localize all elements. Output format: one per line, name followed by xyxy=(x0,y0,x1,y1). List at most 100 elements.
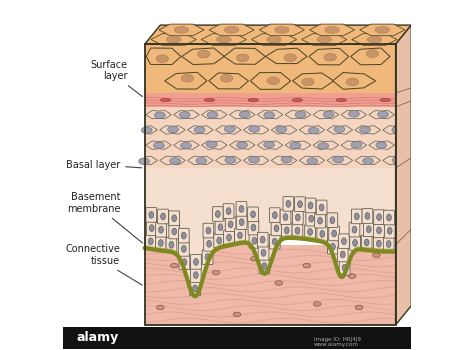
Polygon shape xyxy=(182,48,224,64)
Polygon shape xyxy=(309,48,349,65)
Ellipse shape xyxy=(156,55,168,63)
Ellipse shape xyxy=(308,202,313,209)
Ellipse shape xyxy=(366,50,379,57)
FancyBboxPatch shape xyxy=(203,223,214,238)
Polygon shape xyxy=(285,141,311,149)
Polygon shape xyxy=(292,73,334,89)
Ellipse shape xyxy=(228,221,233,228)
Ellipse shape xyxy=(367,36,382,43)
FancyBboxPatch shape xyxy=(349,222,360,237)
Ellipse shape xyxy=(275,281,283,285)
Polygon shape xyxy=(201,141,227,149)
Ellipse shape xyxy=(318,217,322,224)
Ellipse shape xyxy=(237,54,249,62)
Ellipse shape xyxy=(192,285,198,292)
Ellipse shape xyxy=(284,227,289,234)
FancyBboxPatch shape xyxy=(350,236,360,250)
Ellipse shape xyxy=(218,224,223,231)
Ellipse shape xyxy=(366,226,371,233)
FancyBboxPatch shape xyxy=(146,234,156,249)
Ellipse shape xyxy=(298,201,302,208)
Ellipse shape xyxy=(308,229,312,235)
FancyBboxPatch shape xyxy=(337,247,348,262)
Ellipse shape xyxy=(171,263,178,268)
FancyBboxPatch shape xyxy=(280,210,291,224)
FancyBboxPatch shape xyxy=(236,202,247,216)
Text: www.alamy.com: www.alamy.com xyxy=(314,342,358,347)
Ellipse shape xyxy=(217,237,222,244)
Ellipse shape xyxy=(320,231,325,237)
Ellipse shape xyxy=(364,239,369,246)
Polygon shape xyxy=(201,111,227,119)
Polygon shape xyxy=(341,141,366,149)
FancyBboxPatch shape xyxy=(339,260,350,275)
Polygon shape xyxy=(396,25,411,325)
Ellipse shape xyxy=(302,78,314,86)
Ellipse shape xyxy=(276,126,287,133)
Polygon shape xyxy=(146,48,181,64)
FancyBboxPatch shape xyxy=(248,220,259,235)
Polygon shape xyxy=(145,245,396,325)
Ellipse shape xyxy=(204,98,215,101)
Polygon shape xyxy=(257,111,283,119)
Ellipse shape xyxy=(264,112,274,118)
Polygon shape xyxy=(250,72,291,89)
Polygon shape xyxy=(159,24,204,36)
FancyBboxPatch shape xyxy=(305,225,316,239)
Polygon shape xyxy=(299,156,325,164)
Ellipse shape xyxy=(237,142,247,148)
Ellipse shape xyxy=(264,141,274,148)
Ellipse shape xyxy=(286,201,291,207)
Polygon shape xyxy=(164,72,207,89)
Ellipse shape xyxy=(156,305,164,310)
Text: Surface
layer: Surface layer xyxy=(90,60,142,97)
Ellipse shape xyxy=(249,156,259,163)
Ellipse shape xyxy=(341,238,346,245)
Ellipse shape xyxy=(319,204,324,211)
FancyBboxPatch shape xyxy=(269,208,280,223)
Text: Basal layer: Basal layer xyxy=(66,160,142,169)
Polygon shape xyxy=(188,156,213,164)
Ellipse shape xyxy=(380,98,391,101)
Ellipse shape xyxy=(267,36,281,43)
PathPatch shape xyxy=(145,168,396,296)
Polygon shape xyxy=(313,141,339,149)
Ellipse shape xyxy=(387,214,392,221)
Ellipse shape xyxy=(332,230,337,237)
Polygon shape xyxy=(145,93,396,107)
Polygon shape xyxy=(160,156,185,164)
FancyBboxPatch shape xyxy=(259,259,270,273)
Ellipse shape xyxy=(155,112,165,119)
Ellipse shape xyxy=(182,232,186,239)
Text: alamy: alamy xyxy=(77,331,119,344)
Ellipse shape xyxy=(313,302,321,306)
FancyBboxPatch shape xyxy=(351,209,362,224)
FancyBboxPatch shape xyxy=(166,237,177,252)
FancyBboxPatch shape xyxy=(282,223,292,238)
FancyBboxPatch shape xyxy=(212,207,223,221)
Ellipse shape xyxy=(193,272,198,279)
Ellipse shape xyxy=(318,143,328,149)
Polygon shape xyxy=(327,156,353,164)
Ellipse shape xyxy=(342,264,347,271)
Polygon shape xyxy=(224,48,265,64)
Polygon shape xyxy=(243,126,269,134)
Ellipse shape xyxy=(290,142,301,149)
Ellipse shape xyxy=(182,259,187,266)
Ellipse shape xyxy=(251,224,256,231)
Ellipse shape xyxy=(166,36,181,43)
FancyBboxPatch shape xyxy=(191,268,201,282)
Ellipse shape xyxy=(206,141,217,148)
Polygon shape xyxy=(229,111,255,119)
Ellipse shape xyxy=(262,262,267,270)
Ellipse shape xyxy=(225,27,239,33)
Text: Connective
tissue: Connective tissue xyxy=(65,244,142,285)
Ellipse shape xyxy=(267,77,280,85)
Ellipse shape xyxy=(181,142,191,149)
FancyBboxPatch shape xyxy=(248,207,258,222)
Polygon shape xyxy=(229,141,255,149)
Ellipse shape xyxy=(346,78,359,86)
FancyBboxPatch shape xyxy=(155,236,166,250)
Ellipse shape xyxy=(283,214,288,220)
Ellipse shape xyxy=(295,227,300,234)
